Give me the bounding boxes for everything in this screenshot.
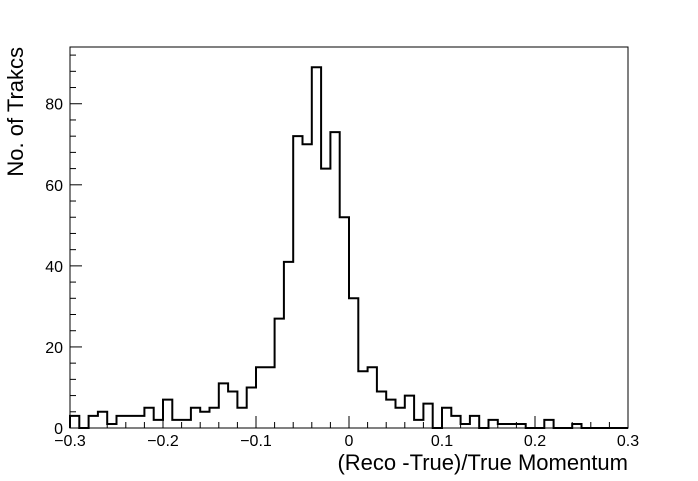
histogram-bin: [303, 144, 312, 428]
x-tick-label: 0: [345, 433, 354, 450]
histogram-bin: [210, 408, 219, 428]
histogram-bin: [423, 404, 432, 428]
histogram-bin: [275, 319, 284, 428]
histogram-bin: [451, 416, 460, 428]
histogram-bin: [191, 408, 200, 428]
histogram-bin: [284, 262, 293, 428]
histogram-bin: [470, 416, 479, 428]
x-tick-label: 0.2: [524, 433, 546, 450]
histogram-bin: [135, 416, 144, 428]
histogram-bin: [219, 383, 228, 428]
y-tick-label: 40: [45, 259, 63, 276]
histogram-bin: [442, 408, 451, 428]
histogram-bin: [70, 416, 79, 428]
histogram-bin: [126, 416, 135, 428]
y-axis-title: No. of Trakcs: [3, 47, 28, 177]
x-tick-label: 0.3: [617, 433, 639, 450]
histogram-bin: [349, 298, 358, 428]
axis-ticks: [69, 54, 629, 429]
histogram-bin: [228, 392, 237, 428]
y-tick-label: 60: [45, 178, 63, 195]
histogram-bin: [386, 400, 395, 428]
histogram-bin: [154, 420, 163, 428]
histogram-bin: [340, 217, 349, 428]
histogram-bin: [117, 416, 126, 428]
histogram-bin: [544, 420, 553, 428]
axis-tick-labels: −0.3 −0.2 −0.1 0 0.1 0.2 0.3 0 20 40 60 80: [45, 97, 639, 450]
histogram-bin: [312, 67, 321, 428]
histogram-bin: [330, 132, 339, 428]
histogram-bin: [405, 396, 414, 428]
y-tick-label: 20: [45, 340, 63, 357]
y-tick-label: 0: [54, 421, 63, 438]
histogram-bin: [89, 416, 98, 428]
x-axis-title: (Reco -True)/True Momentum: [337, 450, 628, 475]
y-tick-label: 80: [45, 97, 63, 114]
histogram-bin: [182, 420, 191, 428]
histogram-bin: [144, 408, 153, 428]
histogram-bin: [414, 420, 423, 428]
histogram-bin: [256, 367, 265, 428]
histogram-bin: [163, 400, 172, 428]
x-tick-label: −0.2: [147, 433, 179, 450]
histogram-bin: [368, 367, 377, 428]
x-tick-label: −0.3: [54, 433, 86, 450]
histogram-bin: [247, 387, 256, 428]
x-tick-label: 0.1: [431, 433, 453, 450]
histogram-bin: [293, 136, 302, 428]
histogram-bin: [200, 412, 209, 428]
histogram-bin: [98, 412, 107, 428]
histogram-outline: [69, 66, 628, 429]
histogram-bin: [377, 392, 386, 428]
histogram-bin: [321, 169, 330, 428]
histogram-bin: [358, 371, 367, 428]
x-tick-label: −0.1: [240, 433, 272, 450]
histogram-bin: [237, 408, 246, 428]
histogram-bin: [265, 367, 274, 428]
histogram-bin: [172, 420, 181, 428]
histogram-bins: [70, 67, 582, 428]
histogram-bin: [489, 420, 498, 428]
histogram-bin: [396, 408, 405, 428]
